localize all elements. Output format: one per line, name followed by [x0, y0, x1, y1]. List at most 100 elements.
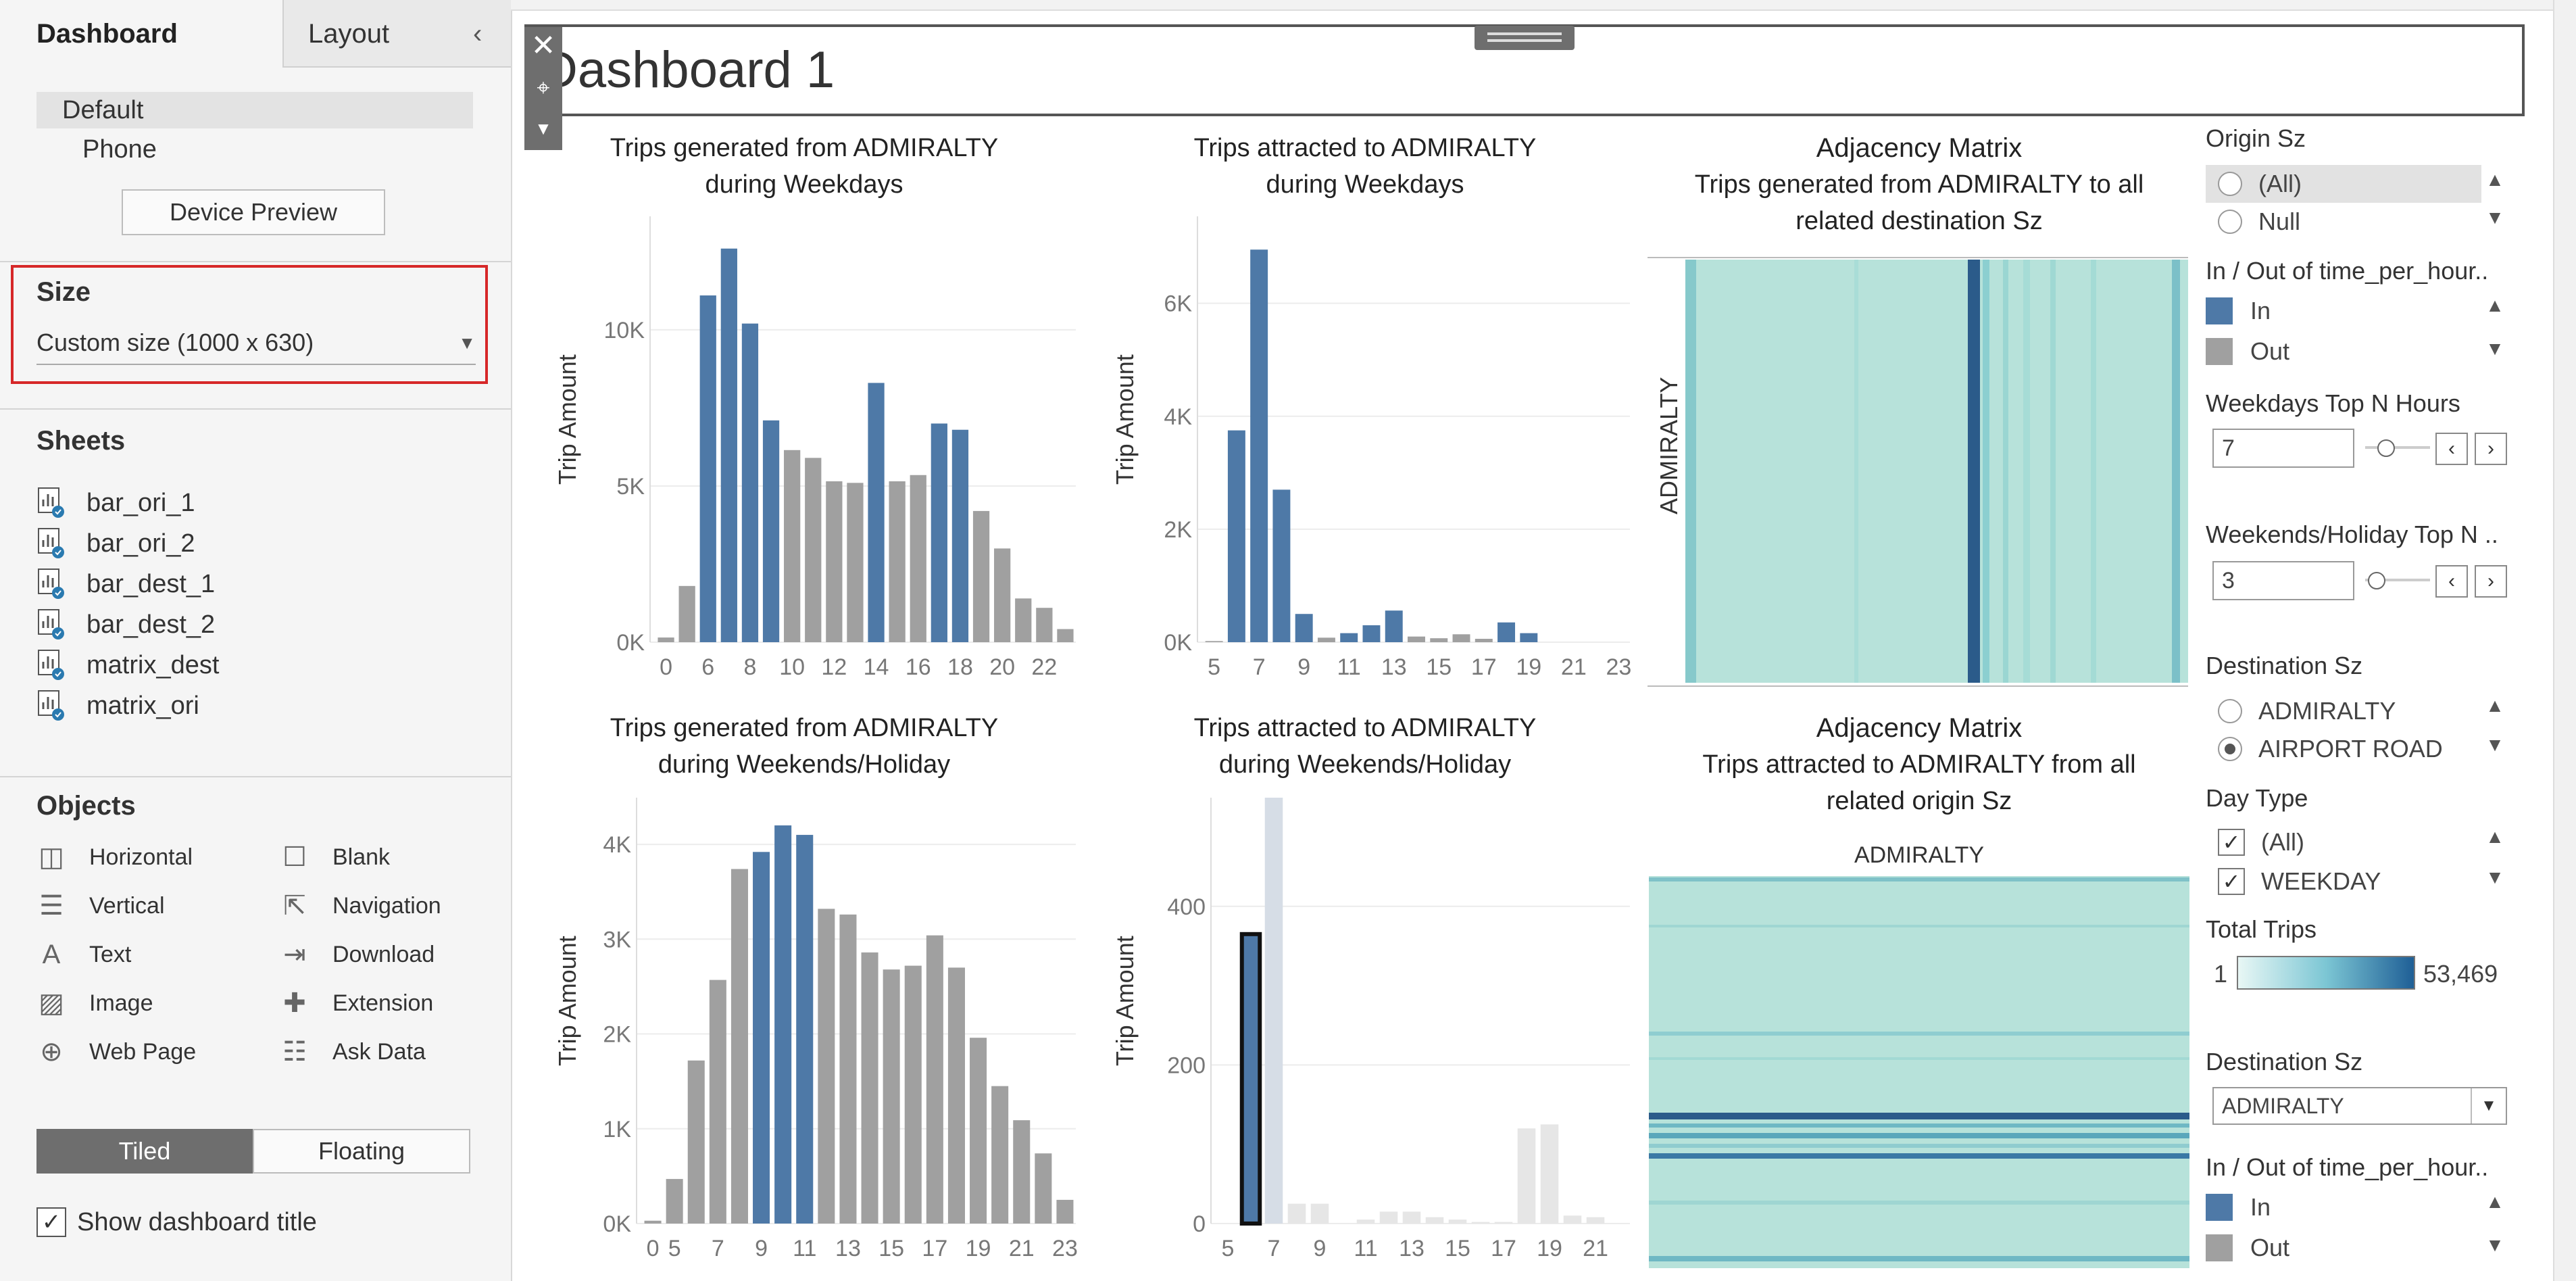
matrix1-svg[interactable]: [1685, 260, 2188, 683]
day-type-option-all[interactable]: ✓ (All): [2218, 823, 2304, 861]
pin-icon[interactable]: ⌖: [537, 75, 550, 101]
bar[interactable]: [1056, 1199, 1074, 1224]
object-web-page[interactable]: ⊕ Web Page: [36, 1032, 196, 1072]
in-out-1-legend-out[interactable]: Out: [2206, 333, 2289, 370]
matrix-cell[interactable]: [1649, 1256, 2189, 1261]
object-image[interactable]: ▨ Image: [36, 983, 153, 1023]
bar[interactable]: [1295, 614, 1313, 642]
bar[interactable]: [1036, 608, 1053, 642]
matrix-cell[interactable]: [1649, 1113, 2189, 1119]
object-navigation[interactable]: ⇱ Navigation: [280, 886, 441, 926]
scroll-up-icon[interactable]: ▲: [2485, 169, 2504, 190]
dest-sz-dropdown[interactable]: ADMIRALTY ▼: [2212, 1087, 2507, 1125]
in-out-1-legend-in[interactable]: In: [2206, 292, 2271, 330]
bar[interactable]: [1430, 638, 1448, 642]
matrix2-svg[interactable]: [1649, 876, 2189, 1268]
bar[interactable]: [1287, 1203, 1306, 1224]
bar[interactable]: [1497, 622, 1516, 642]
bar[interactable]: [805, 458, 822, 642]
scroll-up-icon[interactable]: ▲: [2485, 826, 2504, 847]
chart4-svg[interactable]: 400 200 05 7 9 11 13 15 17 19 21: [1142, 798, 1642, 1274]
bar[interactable]: [1408, 636, 1425, 642]
dest-sz-option-admiralty[interactable]: ADMIRALTY: [2218, 692, 2396, 730]
sheet-item[interactable]: bar_dest_1: [38, 565, 215, 603]
device-phone[interactable]: Phone: [82, 135, 157, 164]
weekends-top-input[interactable]: 3: [2212, 561, 2354, 600]
chevron-left-icon[interactable]: ‹: [473, 19, 482, 49]
matrix-cell[interactable]: [1968, 260, 1980, 683]
matrix-cell[interactable]: [1649, 1144, 2189, 1148]
bar[interactable]: [910, 475, 926, 642]
bar[interactable]: [847, 483, 864, 642]
floating-button[interactable]: Floating: [253, 1129, 470, 1174]
tab-dashboard[interactable]: Dashboard: [0, 0, 282, 68]
sheet-item[interactable]: matrix_ori: [38, 687, 199, 725]
bar[interactable]: [1520, 633, 1538, 642]
weekdays-prev-button[interactable]: ‹: [2435, 433, 2468, 465]
origin-sz-option-null[interactable]: Null: [2218, 203, 2300, 241]
bar[interactable]: [970, 1038, 987, 1224]
bar[interactable]: [994, 548, 1011, 642]
bar[interactable]: [762, 420, 780, 642]
bar[interactable]: [1425, 1217, 1444, 1224]
bar[interactable]: [1250, 249, 1268, 642]
bar[interactable]: [1517, 1128, 1536, 1224]
dest-sz-option-airport-road[interactable]: AIRPORT ROAD: [2218, 730, 2443, 768]
bar[interactable]: [1563, 1215, 1582, 1224]
bar[interactable]: [1057, 629, 1074, 642]
bar[interactable]: [1015, 598, 1032, 642]
origin-sz-option-all[interactable]: (All): [2218, 165, 2302, 203]
bar[interactable]: [931, 423, 947, 642]
drag-handle[interactable]: [1475, 26, 1575, 50]
scroll-down-icon[interactable]: ▼: [2485, 1234, 2504, 1255]
scroll-down-icon[interactable]: ▼: [2485, 867, 2504, 888]
bar[interactable]: [839, 914, 857, 1224]
bar[interactable]: [1362, 625, 1381, 642]
matrix-cell[interactable]: [1983, 260, 1989, 683]
size-dropdown[interactable]: Custom size (1000 x 630) ▼: [36, 326, 476, 365]
bar[interactable]: [658, 637, 674, 642]
bar[interactable]: [741, 323, 759, 642]
bar[interactable]: [1205, 641, 1223, 642]
bar[interactable]: [868, 383, 885, 642]
device-preview-button[interactable]: Device Preview: [122, 189, 385, 235]
weekends-next-button[interactable]: ›: [2475, 565, 2507, 598]
matrix-cell[interactable]: [1649, 1133, 2189, 1138]
in-out-2-legend-out[interactable]: Out: [2206, 1229, 2289, 1267]
scroll-up-icon[interactable]: ▲: [2485, 1191, 2504, 1212]
bar[interactable]: [991, 1086, 1009, 1224]
more-options-icon[interactable]: ▼: [535, 118, 552, 139]
weekdays-top-slider[interactable]: [2365, 446, 2430, 449]
bar[interactable]: [1227, 430, 1245, 642]
day-type-option-weekday[interactable]: ✓ WEEKDAY: [2218, 863, 2381, 900]
sheet-item[interactable]: matrix_dest: [38, 646, 219, 684]
weekdays-top-slider-thumb[interactable]: [2377, 439, 2395, 457]
bar[interactable]: [972, 510, 990, 642]
close-icon[interactable]: ✕: [530, 29, 556, 62]
bar[interactable]: [730, 869, 748, 1224]
bar[interactable]: [1035, 1153, 1052, 1224]
weekends-top-slider[interactable]: [2365, 579, 2430, 581]
bar[interactable]: [1317, 637, 1335, 642]
bar[interactable]: [1310, 1203, 1329, 1224]
bar[interactable]: [904, 965, 922, 1224]
scroll-down-icon[interactable]: ▼: [2485, 207, 2504, 228]
bar[interactable]: [947, 967, 965, 1224]
matrix-cell[interactable]: [2023, 260, 2030, 683]
bar[interactable]: [926, 935, 943, 1224]
in-out-2-legend-in[interactable]: In: [2206, 1188, 2271, 1226]
matrix-cell[interactable]: [1649, 1032, 2189, 1036]
scroll-up-icon[interactable]: ▲: [2485, 695, 2504, 716]
bar[interactable]: [1586, 1217, 1605, 1224]
weekdays-next-button[interactable]: ›: [2475, 433, 2507, 465]
matrix-cell[interactable]: [2172, 260, 2180, 683]
bar[interactable]: [796, 835, 814, 1224]
object-extension[interactable]: ✚ Extension: [280, 983, 433, 1023]
matrix-cell[interactable]: [1649, 1201, 2189, 1205]
bar[interactable]: [818, 909, 835, 1224]
matrix-cell[interactable]: [1649, 1057, 2189, 1060]
weekends-top-slider-thumb[interactable]: [2368, 572, 2385, 589]
bar[interactable]: [666, 1179, 683, 1224]
bar[interactable]: [826, 481, 843, 642]
bar[interactable]: [1475, 638, 1493, 642]
